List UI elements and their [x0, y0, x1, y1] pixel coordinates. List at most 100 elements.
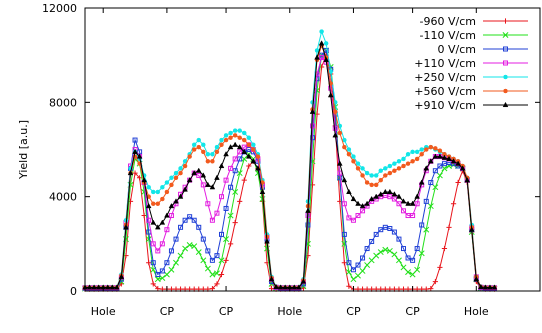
data-point-110-v-cm — [310, 123, 315, 129]
data-point-560-v-cm — [364, 180, 370, 185]
data-point-910-v-cm — [227, 144, 234, 150]
data-point-910-v-cm — [273, 283, 279, 290]
data-point-960-v-cm — [341, 260, 347, 266]
data-point-0-v-cm — [205, 248, 211, 254]
data-point-910-v-cm — [305, 207, 311, 213]
data-point-910-v-cm — [268, 276, 275, 282]
y-tick-label: 12000 — [42, 2, 77, 15]
data-point-910-v-cm — [318, 40, 325, 46]
data-point-910-v-cm — [159, 219, 166, 225]
data-point-0-v-cm — [200, 236, 206, 242]
data-point-0-v-cm — [159, 268, 165, 274]
data-point-960-v-cm — [455, 179, 461, 186]
data-point-910-v-cm — [473, 276, 480, 282]
data-point-910-v-cm — [91, 284, 97, 290]
data-point-960-v-cm — [214, 281, 220, 287]
data-point-910-v-cm — [182, 186, 188, 192]
data-point-910-v-cm — [118, 273, 125, 279]
data-point-560-v-cm — [369, 182, 374, 188]
data-point-0-v-cm — [391, 229, 397, 235]
data-point-560-v-cm — [246, 142, 252, 148]
data-point-910-v-cm — [409, 200, 416, 206]
data-point-910-v-cm — [132, 148, 138, 154]
data-point-110-v-cm — [359, 268, 366, 274]
data-point-560-v-cm — [151, 201, 156, 206]
data-point-560-v-cm — [351, 159, 356, 164]
data-point-910-v-cm — [241, 148, 248, 154]
data-point-0-v-cm — [382, 224, 388, 230]
data-point-560-v-cm — [237, 135, 242, 140]
data-point-0-v-cm — [232, 168, 238, 174]
data-point-0-v-cm — [196, 224, 202, 230]
data-point-110-v-cm — [154, 276, 161, 283]
data-point-560-v-cm — [228, 135, 233, 140]
data-point-560-v-cm — [182, 163, 188, 169]
data-point-250-v-cm — [246, 135, 252, 140]
data-point-910-v-cm — [200, 172, 207, 178]
data-point-560-v-cm — [396, 166, 402, 171]
plot-frame — [84, 7, 541, 292]
data-point-560-v-cm — [428, 144, 434, 150]
data-point-910-v-cm — [145, 202, 152, 209]
legend-entry-560-v-cm: +560 V/cm — [414, 85, 528, 98]
data-point-250-v-cm — [191, 142, 197, 148]
data-point-560-v-cm — [164, 189, 170, 195]
data-point-110-v-cm — [355, 272, 361, 279]
data-point-0-v-cm — [209, 257, 215, 263]
data-point-110-v-cm — [223, 177, 229, 183]
data-point-250-v-cm — [164, 180, 170, 185]
x-tick-label: Hole — [91, 305, 116, 318]
data-point-0-v-cm — [364, 246, 370, 252]
data-point-0-v-cm — [373, 231, 379, 237]
data-point-250-v-cm — [201, 142, 206, 148]
data-point-0-v-cm — [228, 184, 234, 190]
y-tick-label: 4000 — [49, 191, 77, 204]
data-point-110-v-cm — [159, 241, 165, 247]
data-point-910-v-cm — [114, 284, 120, 290]
data-point-110-v-cm — [414, 266, 421, 273]
data-point-0-v-cm — [378, 227, 384, 233]
data-point-560-v-cm — [392, 168, 397, 173]
legend-label: 0 V/cm — [438, 43, 477, 56]
data-point-0-v-cm — [360, 255, 366, 261]
data-point-0-v-cm — [168, 248, 174, 254]
data-point-960-v-cm — [228, 241, 234, 247]
x-tick-label: Hole — [464, 305, 489, 318]
data-point-110-v-cm — [196, 172, 202, 178]
data-point-110-v-cm — [436, 172, 443, 179]
data-point-910-v-cm — [191, 169, 198, 176]
data-point-560-v-cm — [201, 149, 206, 155]
data-point-0-v-cm — [323, 47, 329, 53]
data-point-910-v-cm — [223, 151, 229, 157]
data-point-110-v-cm — [159, 275, 166, 281]
legend-marker — [503, 74, 508, 80]
data-point-960-v-cm — [132, 170, 138, 176]
data-point-960-v-cm — [450, 201, 457, 207]
data-point-0-v-cm — [182, 217, 188, 223]
data-point-0-v-cm — [155, 271, 161, 277]
data-point-910-v-cm — [441, 154, 448, 160]
data-point-960-v-cm — [268, 286, 275, 292]
data-point-910-v-cm — [350, 195, 357, 202]
data-point-0-v-cm — [441, 161, 447, 167]
data-point-0-v-cm — [219, 231, 224, 237]
data-point-110-v-cm — [191, 243, 198, 250]
data-point-910-v-cm — [250, 158, 257, 164]
data-point-250-v-cm — [387, 163, 393, 169]
data-point-110-v-cm — [387, 194, 393, 200]
x-tick-label: CP — [160, 305, 175, 318]
data-point-910-v-cm — [154, 224, 161, 230]
series-layer — [82, 29, 498, 292]
data-point-910-v-cm — [391, 191, 398, 197]
data-point-250-v-cm — [210, 151, 215, 157]
data-point-0-v-cm — [405, 255, 411, 261]
data-point-560-v-cm — [414, 156, 420, 162]
data-point-960-v-cm — [432, 278, 438, 285]
data-point-910-v-cm — [355, 200, 361, 206]
data-point-560-v-cm — [355, 166, 361, 171]
data-point-910-v-cm — [432, 153, 439, 159]
data-point-560-v-cm — [383, 173, 388, 178]
data-point-0-v-cm — [355, 262, 361, 268]
data-point-110-v-cm — [177, 252, 184, 259]
data-point-0-v-cm — [396, 236, 402, 242]
